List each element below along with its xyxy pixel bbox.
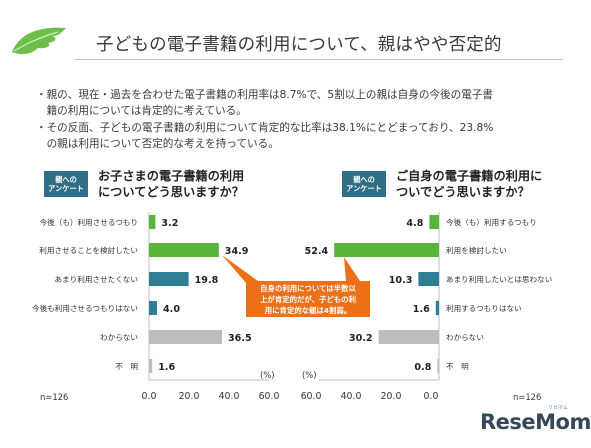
category-label: あまり利用したいとは思わない xyxy=(446,274,552,284)
value-label: 1.6 xyxy=(413,304,430,315)
x-tick-label: 40.0 xyxy=(341,391,362,402)
category-label: 不 明 xyxy=(446,362,469,371)
callout-pointer-left xyxy=(222,255,258,283)
value-label: 10.3 xyxy=(389,275,413,286)
bar-left-0 xyxy=(149,215,156,229)
value-label: 3.2 xyxy=(161,218,178,229)
bar-left-3 xyxy=(149,301,157,315)
category-label: 今後（も）利用するつもり xyxy=(446,217,537,227)
value-label: 19.8 xyxy=(195,275,219,286)
question-title-left: お子さまの電子書籍の利用 についてどう思いますか？ xyxy=(98,169,245,199)
value-label: 36.5 xyxy=(228,333,252,344)
category-label: 利用を検討したい xyxy=(446,245,507,255)
bar-right-0 xyxy=(429,215,439,229)
category-label: 不 明 xyxy=(115,362,138,371)
bar-left-4 xyxy=(149,330,222,344)
category-label: 利用させることを検討したい xyxy=(39,245,138,255)
bullet-text-2-cont: の親は利用について否定的な考えを持っている。 xyxy=(36,138,279,150)
value-label: 4.0 xyxy=(163,304,180,315)
bar-left-1 xyxy=(149,243,219,257)
value-label: 52.4 xyxy=(305,246,329,257)
leaf-icon xyxy=(12,27,66,55)
category-label: 今後も利用させるつもりはない xyxy=(32,303,138,313)
survey-badge-right: 親への アンケート xyxy=(342,171,386,197)
value-label: 1.6 xyxy=(158,362,175,373)
sample-size-left: n=126 xyxy=(40,392,69,402)
question-title-right: ご自身の電子書籍の利用に ついでどう思いますか？ xyxy=(396,169,543,199)
unit-label-right: (%) xyxy=(302,370,317,380)
value-label: 0.8 xyxy=(414,362,431,373)
x-tick-label: 40.0 xyxy=(219,391,240,402)
category-label: 利用するつもりはない xyxy=(446,303,522,313)
bar-right-1 xyxy=(334,243,439,257)
bar-right-5 xyxy=(437,359,439,373)
bar-right-4 xyxy=(378,330,439,344)
resemom-logo-sub: リセマム xyxy=(548,405,569,411)
x-tick-label: 0.0 xyxy=(142,391,157,402)
bullet-text-2: ・その反面、子どもの電子書籍の利用について肯定的な比率は38.1%にとどまってお… xyxy=(36,122,494,134)
bullet-text-1-cont: 籍の利用については肯定的に考えている。 xyxy=(36,105,247,117)
bar-left-5 xyxy=(149,359,153,373)
sample-size-right: n=126 xyxy=(513,392,542,402)
bar-right-2 xyxy=(418,272,439,286)
value-label: 34.9 xyxy=(225,246,249,257)
category-label: わからない xyxy=(100,333,138,342)
x-tick-label: 20.0 xyxy=(381,391,402,402)
category-label: 今後（も）利用させるつもり xyxy=(40,217,138,227)
bullet-text-1: ・親の、現在・過去を合わせた電子書籍の利用率は8.7%で、5割以上の親は自身の今… xyxy=(36,89,493,101)
x-tick-label: 60.0 xyxy=(301,391,322,402)
bar-left-2 xyxy=(149,272,189,286)
x-tick-label: 0.0 xyxy=(424,391,439,402)
bar-right-3 xyxy=(435,301,439,315)
callout-pointer-right xyxy=(344,257,360,281)
resemom-logo: ReseMom xyxy=(480,410,591,434)
x-tick-label: 20.0 xyxy=(179,391,200,402)
page-title: 子どもの電子書籍の利用について、親はやや否定的 xyxy=(96,35,502,55)
category-label: あまり利用させたくない xyxy=(54,274,138,284)
unit-label-left: (%) xyxy=(260,370,275,380)
title-divider xyxy=(75,59,563,60)
survey-badge-left: 親への アンケート xyxy=(44,171,88,197)
value-label: 30.2 xyxy=(349,333,373,344)
category-label: わからない xyxy=(446,333,484,342)
x-tick-label: 60.0 xyxy=(259,391,280,402)
value-label: 4.8 xyxy=(406,218,423,229)
callout-box: 自身の利用については半数以 上が肯定的だが、子どもの利 用に肯定的な親は4割弱。 xyxy=(246,281,370,317)
